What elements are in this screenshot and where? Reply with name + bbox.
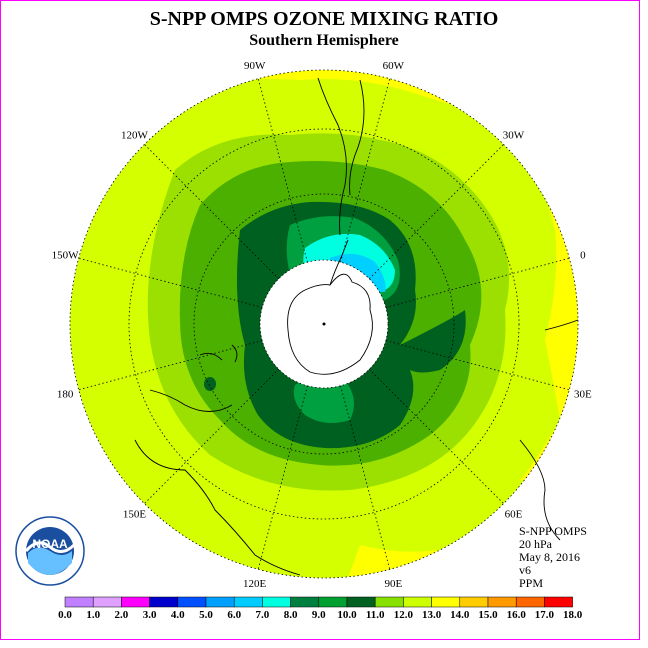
colorbar-cell bbox=[233, 596, 263, 608]
longitude-label: 120E bbox=[243, 578, 267, 590]
colorbar-cell bbox=[121, 596, 150, 608]
colorbar-cell bbox=[374, 596, 404, 608]
south-pole-marker bbox=[322, 322, 326, 326]
latitude-circle-middle bbox=[193, 193, 455, 455]
colorbar-cell bbox=[92, 596, 122, 608]
longitude-label: 30E bbox=[574, 388, 592, 400]
info-date: May 8, 2016 bbox=[519, 550, 580, 564]
colorbar-label: 4.0 bbox=[171, 609, 185, 621]
longitude-label: 180 bbox=[57, 388, 74, 400]
colorbar-label: 6.0 bbox=[227, 609, 241, 621]
south-america-coastline bbox=[317, 77, 365, 236]
map-boundary bbox=[69, 69, 579, 579]
colorbar-label: 8.0 bbox=[284, 609, 298, 621]
info-version: v6 bbox=[519, 563, 531, 577]
colorbar-cell bbox=[318, 596, 348, 608]
colorbar-cell bbox=[290, 596, 320, 608]
latitude-circle-inner bbox=[259, 259, 389, 389]
colorbar-label: 11.0 bbox=[366, 609, 385, 621]
longitude-label: 0 bbox=[580, 250, 586, 262]
longitude-label: 30W bbox=[503, 129, 525, 141]
longitude-label: 120W bbox=[121, 129, 149, 141]
colorbar-cell bbox=[487, 596, 517, 608]
info-instrument: S-NPP OMPS bbox=[519, 524, 587, 538]
colorbar-cell bbox=[177, 596, 207, 608]
longitude-label: 60E bbox=[505, 509, 523, 521]
colorbar-label: 0.0 bbox=[58, 609, 72, 621]
colorbar-label: 9.0 bbox=[312, 609, 326, 621]
colorbar-cell bbox=[431, 596, 461, 608]
info-units: PPM bbox=[519, 576, 544, 590]
antarctica-coastline bbox=[287, 273, 373, 375]
antarctic-peninsula-coastline bbox=[329, 239, 349, 286]
logo-gull bbox=[24, 541, 76, 553]
australia-coastline bbox=[134, 389, 301, 576]
colorbar-label: 3.0 bbox=[143, 609, 157, 621]
longitude-label: 150W bbox=[52, 250, 80, 262]
colorbar-cell bbox=[515, 596, 545, 608]
colorbar-label: 10.0 bbox=[337, 609, 357, 621]
colorbar-cell bbox=[205, 596, 235, 608]
chart-title: S-NPP OMPS OZONE MIXING RATIO bbox=[149, 8, 499, 30]
info-block: S-NPP OMPS 20 hPa May 8, 2016 v6 PPM bbox=[519, 525, 587, 590]
longitude-label: 60W bbox=[383, 60, 405, 72]
colorbar-label: 5.0 bbox=[199, 609, 213, 621]
coastlines bbox=[134, 77, 579, 576]
longitude-label: 90E bbox=[384, 578, 402, 590]
colorbar-label: 16.0 bbox=[507, 609, 527, 621]
colorbar-cell bbox=[459, 596, 489, 608]
chart-subtitle: Southern Hemisphere bbox=[249, 32, 399, 49]
ozone-band-mid-green-south bbox=[293, 376, 354, 424]
colorbar-label: 15.0 bbox=[478, 609, 498, 621]
colorbar-cell bbox=[544, 596, 573, 608]
colorbar-label: 7.0 bbox=[256, 609, 270, 621]
latitude-circle-outer bbox=[128, 128, 520, 520]
colorbar-cell bbox=[64, 596, 94, 608]
logo-text: NOAA bbox=[32, 537, 68, 551]
logo-wave bbox=[28, 547, 72, 575]
colorbar-cell bbox=[262, 596, 291, 608]
colorbar-label: 14.0 bbox=[450, 609, 470, 621]
longitude-label: 90W bbox=[244, 60, 266, 72]
graticule bbox=[78, 78, 570, 570]
colorbar-label: 2.0 bbox=[115, 609, 129, 621]
colorbar-label: 12.0 bbox=[394, 609, 414, 621]
ozone-band-yellow-east bbox=[520, 120, 578, 500]
colorbar-cell bbox=[149, 596, 179, 608]
colorbar-label: 1.0 bbox=[86, 609, 100, 621]
colorbar-label: 18.0 bbox=[563, 609, 583, 621]
ozone-spot-dark-green bbox=[204, 377, 216, 391]
colorbar-cell bbox=[403, 596, 432, 608]
africa-coastline bbox=[519, 319, 579, 541]
longitude-labels: 90W 60W 30W 0 30E 60E 90E 120E 150E 180 150W 120W bbox=[52, 60, 592, 590]
colorbar-label: 17.0 bbox=[535, 609, 555, 621]
noaa-logo: NOAA bbox=[15, 516, 85, 586]
info-level: 20 hPa bbox=[519, 537, 552, 551]
colorbar-cell bbox=[346, 596, 376, 608]
colorbar-label: 13.0 bbox=[422, 609, 442, 621]
longitude-label: 150E bbox=[123, 509, 147, 521]
